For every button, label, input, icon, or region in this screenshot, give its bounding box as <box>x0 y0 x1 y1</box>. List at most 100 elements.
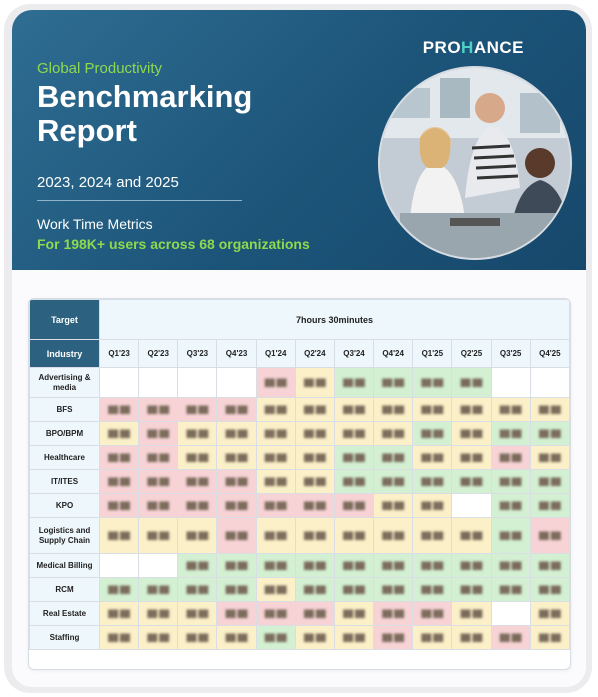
metric-cell: ██ ██ <box>138 445 179 470</box>
metric-cell: ██ ██ <box>177 577 218 602</box>
industry-name: Healthcare <box>29 445 100 470</box>
metric-cell: ██ ██ <box>177 493 218 518</box>
metric-cell: ██ ██ <box>255 517 296 554</box>
industry-name: IT/ITES <box>29 469 100 494</box>
metric-cell: ██ ██ <box>216 553 257 578</box>
industry-name: BPO/BPM <box>29 421 100 446</box>
metric-cell: ██ ██ <box>490 469 531 494</box>
metric-cell: ██ ██ <box>451 469 492 494</box>
metric-cell: ██ ██ <box>373 625 414 650</box>
metric-cell: ██ ██ <box>412 397 453 422</box>
metric-cell: ██ ██ <box>529 625 570 650</box>
metric-cell: ██ ██ <box>138 517 179 554</box>
metric-cell: ██ ██ <box>412 625 453 650</box>
metric-cell: ██ ██ <box>529 421 570 446</box>
metric-cell: ██ ██ <box>490 397 531 422</box>
metric-cell: ██ ██ <box>412 469 453 494</box>
metric-cell: ██ ██ <box>373 601 414 626</box>
metric-cell: ██ ██ <box>294 367 335 398</box>
industry-name: Staffing <box>29 625 100 650</box>
industry-name: KPO <box>29 493 100 518</box>
target-value: 7hours 30minutes <box>99 299 570 340</box>
metric-cell: ██ ██ <box>255 421 296 446</box>
metric-cell: ██ ██ <box>177 397 218 422</box>
metric-cell: ██ ██ <box>333 445 375 470</box>
table-row: BPO/BPM ██ ██ ██ ██ ██ ██ ██ ██ ██ ██ ██ ██ ██ … <box>29 421 570 446</box>
metric-cell: ██ ██ <box>216 445 257 470</box>
prohance-logo: PROHANCE <box>422 38 524 57</box>
metric-cell: ██ ██ <box>177 601 218 626</box>
metric-cell: ██ ██ <box>333 367 375 398</box>
table-row: Healthcare ██ ██ ██ ██ ██ ██ ██ ██ ██ ██ ██ ██… <box>29 445 570 470</box>
metric-cell <box>138 367 179 398</box>
quarter-header: Q2'23 <box>138 339 179 368</box>
industry-name: Real Estate <box>29 601 100 626</box>
metric-cell: ██ ██ <box>255 445 296 470</box>
benchmark-table: Target 7hours 30minutes Industry Q1'23 Q2… <box>28 298 571 670</box>
metric-cell <box>177 367 218 398</box>
metric-cell: ██ ██ <box>529 601 570 626</box>
metric-cell: ██ ██ <box>451 421 492 446</box>
metric-cell: ██ ██ <box>294 601 335 626</box>
metric-cell: ██ ██ <box>373 469 414 494</box>
metric-cell: ██ ██ <box>333 397 375 422</box>
metric-cell: ██ ██ <box>138 601 179 626</box>
metric-cell: ██ ██ <box>98 397 140 422</box>
metric-cell: ██ ██ <box>98 601 140 626</box>
table-row: IT/ITES ██ ██ ██ ██ ██ ██ ██ ██ ██ ██ ██ ██ ██ … <box>29 469 570 494</box>
hero-banner: PROHANCE Global Productivity Benchmarkin… <box>12 10 586 270</box>
metric-cell: ██ ██ <box>373 367 414 398</box>
metric-cell: ██ ██ <box>98 469 140 494</box>
industry-name: Logistics and Supply Chain <box>29 517 100 554</box>
metric-cell: ██ ██ <box>333 601 375 626</box>
metric-cell: ██ ██ <box>490 625 531 650</box>
metric-cell: ██ ██ <box>216 421 257 446</box>
report-years: 2023, 2024 and 2025 <box>37 174 179 191</box>
metric-cell: ██ ██ <box>333 553 375 578</box>
quarter-header: Q3'23 <box>177 339 218 368</box>
metric-cell: ██ ██ <box>490 517 531 554</box>
metric-cell: ██ ██ <box>177 625 218 650</box>
metric-cell: ██ ██ <box>255 625 296 650</box>
metric-cell: ██ ██ <box>333 421 375 446</box>
metric-cell: ██ ██ <box>412 553 453 578</box>
target-label: Target <box>29 299 100 340</box>
metric-cell: ██ ██ <box>451 517 492 554</box>
quarter-header: Q1'24 <box>255 339 296 368</box>
metric-cell: ██ ██ <box>255 493 296 518</box>
industry-name: Advertising & media <box>29 367 100 398</box>
metric-cell: ██ ██ <box>412 421 453 446</box>
metric-cell: ██ ██ <box>529 445 570 470</box>
metric-cell: ██ ██ <box>451 577 492 602</box>
metric-cell: ██ ██ <box>451 397 492 422</box>
metric-cell: ██ ██ <box>529 397 570 422</box>
metric-cell: ██ ██ <box>177 517 218 554</box>
industry-label: Industry <box>29 339 100 368</box>
metric-cell: ██ ██ <box>490 421 531 446</box>
table-row: Logistics and Supply Chain ██ ██ ██ ██ ██ █… <box>29 517 570 554</box>
quarter-header: Q2'24 <box>294 339 335 368</box>
metric-cell: ██ ██ <box>373 577 414 602</box>
metric-cell: ██ ██ <box>451 625 492 650</box>
metric-cell: ██ ██ <box>451 367 492 398</box>
metric-cell: ██ ██ <box>451 553 492 578</box>
metric-cell: ██ ██ <box>138 577 179 602</box>
metric-cell: ██ ██ <box>451 601 492 626</box>
metric-cell: ██ ██ <box>294 445 335 470</box>
metric-cell: ██ ██ <box>529 517 570 554</box>
table-row: BFS ██ ██ ██ ██ ██ ██ ██ ██ ██ ██ ██ ██ ██ ██ ██… <box>29 397 570 422</box>
team-photo <box>378 66 572 260</box>
metric-cell: ██ ██ <box>294 421 335 446</box>
metric-cell: ██ ██ <box>412 601 453 626</box>
metric-cell: ██ ██ <box>373 445 414 470</box>
metric-cell: ██ ██ <box>138 493 179 518</box>
metric-cell <box>451 493 492 518</box>
metric-cell: ██ ██ <box>412 493 453 518</box>
metric-cell: ██ ██ <box>373 421 414 446</box>
metric-cell: ██ ██ <box>333 517 375 554</box>
industry-name: Medical Billing <box>29 553 100 578</box>
metric-cell: ██ ██ <box>490 577 531 602</box>
industry-name: BFS <box>29 397 100 422</box>
metric-cell: ██ ██ <box>373 553 414 578</box>
quarter-header: Q2'25 <box>451 339 492 368</box>
